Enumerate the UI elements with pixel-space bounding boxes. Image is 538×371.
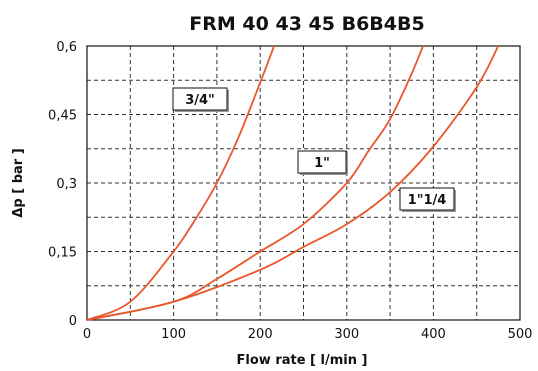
y-tick-label: 0,3 bbox=[56, 177, 77, 192]
label-box bbox=[172, 87, 228, 111]
series-label: 3/4" bbox=[185, 93, 215, 108]
label-box bbox=[399, 187, 455, 211]
grid bbox=[87, 46, 520, 320]
series-line-2 bbox=[86, 45, 500, 321]
tick-labels: 0 100 200 300 400 500 0 0,15 0,3 0,45 0,6 bbox=[48, 40, 532, 342]
series-label: 1"1/4 bbox=[408, 193, 447, 208]
chart-title: FRM 40 43 45 B6B4B5 bbox=[189, 13, 424, 35]
series-lines bbox=[86, 45, 500, 321]
y-tick-label: 0,6 bbox=[56, 40, 77, 55]
x-axis-title: Flow rate [ l/min ] bbox=[237, 353, 368, 368]
series-line-0 bbox=[86, 45, 275, 321]
x-tick-label: 0 bbox=[83, 327, 91, 342]
x-tick-label: 400 bbox=[421, 327, 446, 342]
label-box bbox=[297, 150, 347, 174]
y-tick-label: 0,45 bbox=[48, 109, 77, 124]
x-tick-label: 200 bbox=[248, 327, 273, 342]
series-labels: 3/4" 1" 1"1/4 bbox=[172, 87, 456, 212]
y-tick-label: 0 bbox=[69, 314, 77, 329]
y-axis-title: Δp [ bar ] bbox=[11, 148, 26, 217]
y-tick-label: 0,15 bbox=[48, 246, 77, 261]
x-tick-label: 300 bbox=[334, 327, 359, 342]
plot-frame bbox=[86, 45, 521, 321]
series-line-1 bbox=[86, 45, 424, 321]
x-tick-label: 500 bbox=[508, 327, 533, 342]
x-tick-label: 100 bbox=[161, 327, 186, 342]
series-label: 1" bbox=[314, 156, 330, 171]
